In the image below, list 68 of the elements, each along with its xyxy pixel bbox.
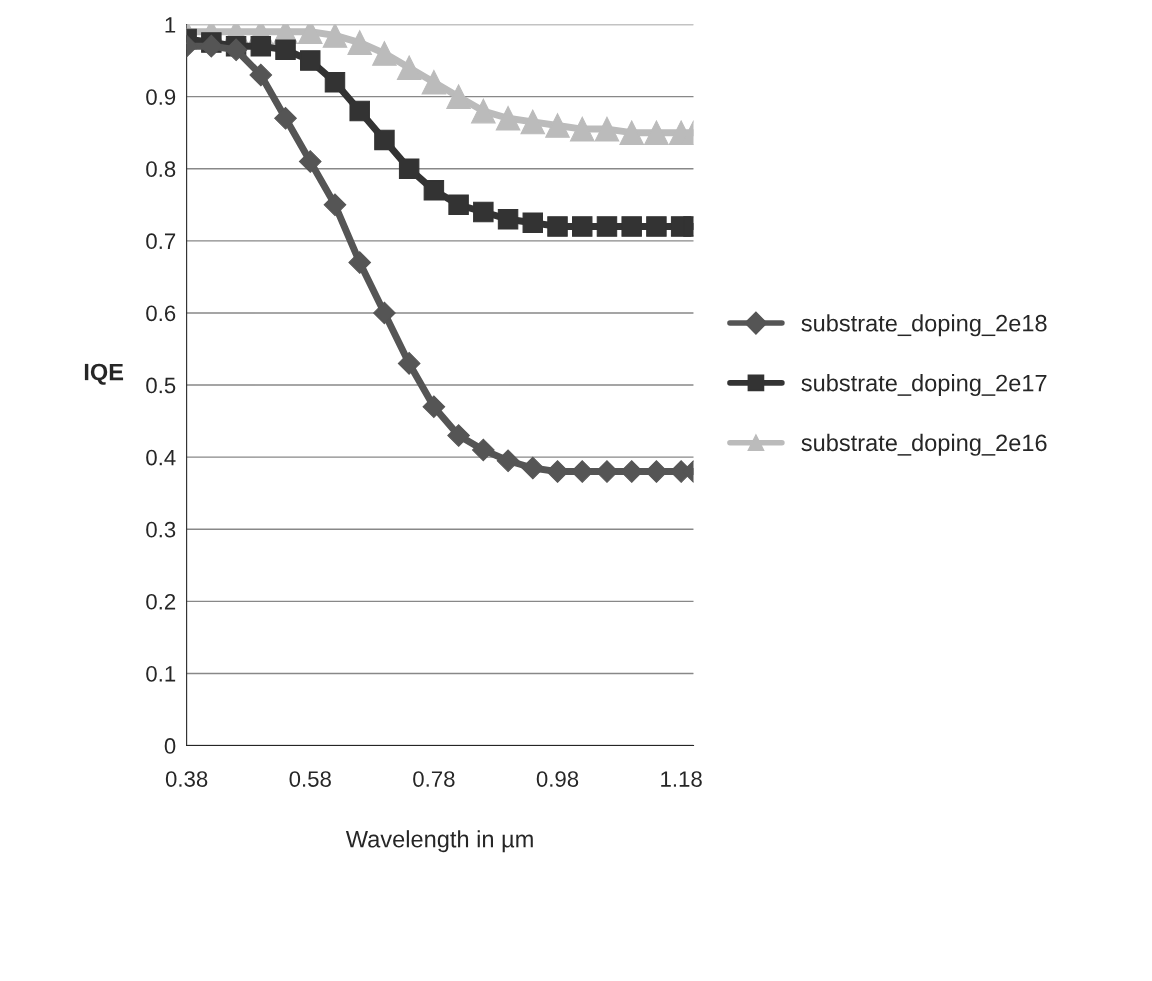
y-tick-label: 0.6 — [146, 305, 176, 322]
point — [471, 98, 496, 124]
point — [250, 35, 272, 57]
y-tick-label: 0.2 — [146, 593, 176, 610]
point — [200, 34, 223, 58]
point — [349, 100, 370, 122]
point — [472, 438, 495, 462]
point — [495, 105, 521, 131]
point — [446, 84, 471, 109]
legend-label: substrate_doping_2e18 — [801, 314, 1047, 337]
x-tick-label: 0.58 — [289, 771, 331, 787]
point — [398, 158, 420, 179]
y-tick-label: 1 — [165, 17, 176, 33]
x-axis-title: Wavelength in µm — [345, 830, 533, 853]
point — [373, 301, 396, 325]
x-tick-label: 0.98 — [536, 771, 579, 787]
point — [520, 109, 546, 135]
y-tick-label: 0.5 — [146, 377, 176, 394]
y-tick-label: 0.3 — [146, 521, 176, 538]
point — [298, 150, 322, 173]
point — [646, 216, 667, 237]
point — [572, 216, 593, 237]
point — [324, 71, 346, 93]
legend-label: substrate_doping_2e17 — [801, 374, 1047, 397]
point — [423, 180, 445, 201]
point — [347, 30, 373, 55]
point — [322, 24, 348, 48]
point — [497, 208, 519, 230]
point — [372, 41, 397, 66]
point — [569, 116, 595, 142]
point — [448, 194, 469, 216]
point — [594, 116, 620, 142]
point — [397, 352, 421, 375]
y-tick-label: 0.1 — [146, 665, 176, 682]
point — [473, 201, 494, 223]
point — [422, 395, 446, 418]
x-tick-label: 1.18 — [661, 771, 702, 787]
point — [249, 63, 273, 87]
point — [224, 38, 248, 62]
point — [619, 120, 645, 146]
y-tick-label: 0 — [164, 738, 176, 754]
y-tick-label: 0.4 — [146, 449, 176, 466]
y-tick-label: 0.8 — [146, 161, 176, 177]
point — [644, 120, 669, 146]
point — [546, 460, 569, 483]
point — [274, 106, 297, 130]
point — [596, 216, 618, 237]
point — [348, 251, 372, 274]
y-tick-label: 0.7 — [146, 233, 176, 250]
point — [396, 55, 422, 81]
point — [275, 39, 296, 60]
point — [300, 50, 321, 71]
point — [645, 460, 668, 483]
point — [522, 212, 544, 234]
point — [496, 449, 520, 473]
point — [621, 216, 642, 237]
point — [323, 193, 347, 217]
x-tick-label: 0.38 — [165, 771, 208, 787]
y-tick-label: 0.9 — [146, 89, 176, 105]
legend-label: substrate_doping_2e16 — [801, 433, 1047, 456]
y-axis-title: IQE — [84, 363, 124, 385]
point — [521, 456, 545, 480]
point — [447, 424, 470, 447]
point — [374, 129, 395, 151]
x-tick-label: 0.78 — [413, 771, 455, 787]
point — [545, 113, 570, 138]
point — [547, 216, 568, 237]
point — [421, 69, 447, 95]
